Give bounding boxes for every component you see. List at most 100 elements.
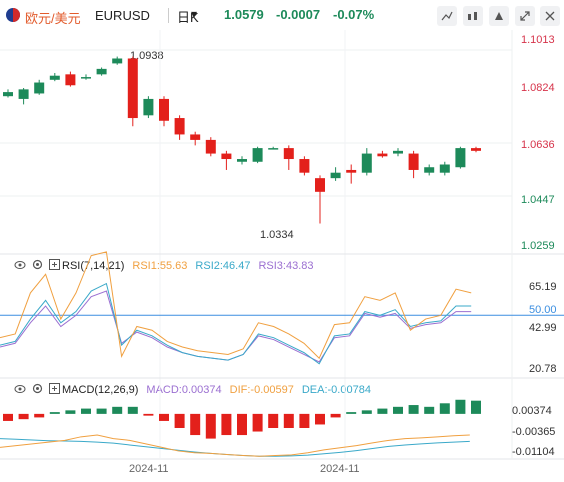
candle-body <box>361 153 372 173</box>
candle-body <box>424 167 435 173</box>
candle-body <box>18 89 29 99</box>
candle-body <box>471 148 481 151</box>
candle-body <box>299 159 310 173</box>
candle-body <box>190 134 201 140</box>
draw-icon[interactable] <box>437 6 457 26</box>
candle-body <box>237 159 247 162</box>
candle-body <box>143 98 154 116</box>
dif-value: DIF:-0.00597 <box>229 384 294 396</box>
gear-icon[interactable] <box>32 259 43 273</box>
candle-body <box>252 148 263 162</box>
macd-bar <box>174 413 185 428</box>
macd-bar <box>377 408 388 414</box>
candle-body <box>283 148 294 160</box>
macd-bar <box>159 413 169 421</box>
candle-body <box>268 148 279 150</box>
chevron-down-icon[interactable]: ▾ <box>191 7 198 21</box>
indicator-icon[interactable] <box>463 6 483 26</box>
macd-axis-label: 0.00374 <box>512 405 552 417</box>
macd-bar <box>346 412 357 414</box>
x-axis-label: 2024-11 <box>320 463 360 475</box>
macd-bar <box>424 406 435 414</box>
last-price: 1.0579 <box>224 7 264 22</box>
macd-bar <box>455 399 466 414</box>
rsi-axis-label: 50.00 <box>529 304 557 316</box>
collapse-icon[interactable] <box>515 6 535 26</box>
eye-icon[interactable] <box>14 384 26 397</box>
candle-body <box>49 75 60 80</box>
expand-icon[interactable] <box>49 259 60 273</box>
macd-bar <box>81 408 91 414</box>
macd-axis-label: -0.00365 <box>512 426 556 438</box>
rsi2-value: RSI2:46.47 <box>195 260 251 272</box>
macd-bar <box>96 408 107 414</box>
candle-body <box>346 169 357 173</box>
rsi3-value: RSI3:43.83 <box>258 260 314 272</box>
macd-bar <box>221 413 232 436</box>
candle-body <box>81 77 91 79</box>
macd-bar <box>439 403 450 414</box>
macd-bar <box>34 413 45 418</box>
price-axis-label: 1.1013 <box>521 34 555 46</box>
macd-bar <box>315 413 325 425</box>
macd-bar <box>393 406 403 414</box>
candle-body <box>96 68 107 75</box>
dea-line <box>0 438 470 457</box>
macd-bar <box>299 413 310 428</box>
candle-body <box>159 98 169 121</box>
rsi2-line <box>0 282 472 365</box>
macd-bar <box>283 413 294 428</box>
candle-body <box>65 74 76 86</box>
macd-header: MACD(12,26,9) MACD:0.00374 DIF:-0.00597 … <box>14 383 371 397</box>
macd-bar <box>65 410 76 414</box>
candle-body <box>439 164 450 173</box>
macd-bar <box>143 413 154 416</box>
candle-body <box>393 150 403 154</box>
dea-value: DEA:-0.00784 <box>301 384 371 396</box>
macd-bar <box>205 413 216 439</box>
macd-value: MACD:0.00374 <box>146 384 222 396</box>
macd-axis-label: -0.01104 <box>512 446 555 458</box>
macd-bar <box>237 413 247 436</box>
candle-body <box>330 172 341 179</box>
expand-icon[interactable] <box>49 383 60 397</box>
macd-bar <box>18 413 29 420</box>
candle-body <box>174 118 185 135</box>
rsi-axis-label: 65.19 <box>529 281 557 293</box>
candle-body <box>221 153 232 160</box>
x-axis-label: 2024-11 <box>129 463 169 475</box>
close-icon[interactable] <box>540 6 560 26</box>
rsi-axis-label: 42.99 <box>529 322 557 334</box>
pair-name-cn[interactable]: 欧元/美元 <box>25 11 81 26</box>
color-icon[interactable] <box>489 6 509 26</box>
low-annotation: 1.0334 <box>260 229 294 241</box>
candle-body <box>315 178 325 192</box>
price-change-percent: -0.07% <box>333 7 375 22</box>
candle-body <box>377 153 388 157</box>
macd-bar <box>49 412 60 414</box>
candle-body <box>205 139 216 154</box>
rsi1-line <box>0 251 472 360</box>
price-axis-label: 1.0447 <box>521 194 555 206</box>
rsi-header: RSI(7,14,21) RSI1:55.63 RSI2:46.47 RSI3:… <box>14 259 314 273</box>
macd-bar <box>471 400 481 414</box>
macd-bar <box>127 406 138 414</box>
gear-icon[interactable] <box>32 383 43 397</box>
macd-bar <box>3 413 13 421</box>
macd-bar <box>268 413 279 428</box>
macd-bar <box>408 405 419 414</box>
pair-symbol: EURUSD <box>95 8 150 23</box>
macd-bar <box>361 410 372 414</box>
macd-bar <box>252 413 263 432</box>
price-axis-label: 1.0636 <box>521 139 555 151</box>
period-selector[interactable]: 日K <box>177 10 199 25</box>
rsi-axis-label: 20.78 <box>529 363 557 375</box>
candle-body <box>408 153 419 170</box>
eye-icon[interactable] <box>14 260 26 273</box>
chart-header: 欧元/美元 EURUSD 日K ▾ 1.0579 -0.0007 -0.07% <box>0 0 564 30</box>
macd-bar <box>112 406 123 414</box>
macd-bar <box>190 413 201 436</box>
macd-bar <box>330 413 341 418</box>
candle-body <box>3 92 13 97</box>
